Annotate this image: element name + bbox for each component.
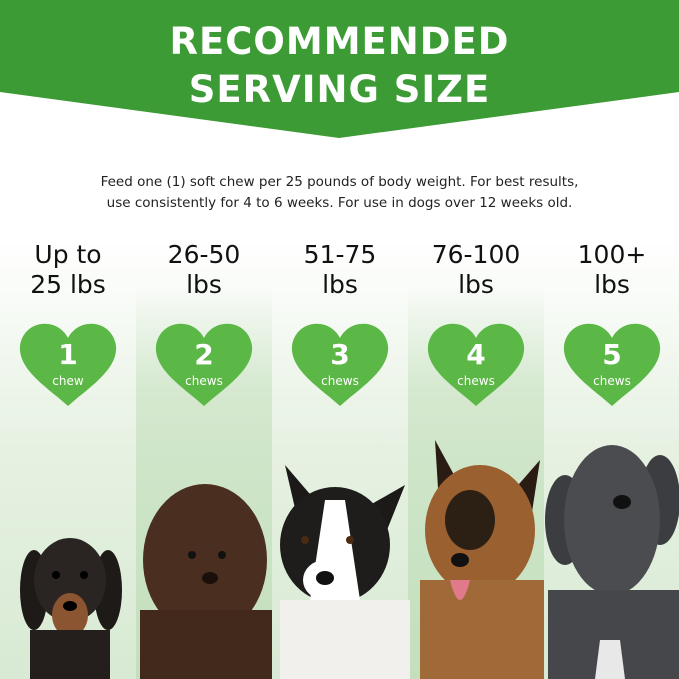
weight-line-1: 100+ xyxy=(577,240,647,269)
heart-badge-4: 4 chews xyxy=(426,322,526,408)
weight-line-2: lbs xyxy=(594,270,630,299)
header-banner xyxy=(0,0,679,138)
weight-range-2: 26-50 lbs xyxy=(136,240,272,300)
heart-badge-2: 2 chews xyxy=(154,322,254,408)
chew-count: 4 xyxy=(466,338,486,371)
chew-unit: chew xyxy=(52,374,84,388)
chew-unit: chews xyxy=(457,374,495,388)
heart-icon xyxy=(427,323,525,406)
heart-icon xyxy=(155,323,253,406)
chew-count: 3 xyxy=(330,338,350,371)
heart-badge-3: 3 chews xyxy=(290,322,390,408)
description: Feed one (1) soft chew per 25 pounds of … xyxy=(0,172,679,214)
labradoodle-image xyxy=(140,484,272,679)
weight-line-2: lbs xyxy=(322,270,358,299)
chew-count: 2 xyxy=(194,338,214,371)
weight-line-2: lbs xyxy=(186,270,222,299)
heart-badge-1: 1 chew xyxy=(18,322,118,408)
title-line-1: RECOMMENDED xyxy=(169,20,510,63)
description-line-1: Feed one (1) soft chew per 25 pounds of … xyxy=(100,174,579,190)
page-title: RECOMMENDED SERVING SIZE xyxy=(0,18,679,114)
chew-count: 1 xyxy=(58,338,78,371)
weight-range-5: 100+ lbs xyxy=(544,240,679,300)
chew-unit: chews xyxy=(593,374,631,388)
weight-line-2: 25 lbs xyxy=(30,270,106,299)
german-shepherd-image xyxy=(420,440,544,679)
weight-line-1: 26-50 xyxy=(167,240,241,269)
dachshund-image xyxy=(20,538,122,679)
border-collie-image xyxy=(280,465,410,679)
weight-range-4: 76-100 lbs xyxy=(408,240,544,300)
title-line-2: SERVING SIZE xyxy=(188,68,491,111)
dogs-photo-strip xyxy=(20,440,679,679)
weight-line-1: 51-75 xyxy=(303,240,377,269)
weight-line-1: 76-100 xyxy=(431,240,521,269)
weight-range-1: Up to 25 lbs xyxy=(0,240,136,300)
chew-count: 5 xyxy=(602,338,622,371)
heart-icon xyxy=(19,323,117,406)
heart-icon xyxy=(563,323,661,406)
heart-badge-5: 5 chews xyxy=(562,322,662,408)
description-line-2: use consistently for 4 to 6 weeks. For u… xyxy=(106,195,573,211)
weight-line-2: lbs xyxy=(458,270,494,299)
chew-unit: chews xyxy=(185,374,223,388)
weight-line-1: Up to xyxy=(34,240,102,269)
great-dane-image xyxy=(545,445,679,679)
weight-range-3: 51-75 lbs xyxy=(272,240,408,300)
chew-unit: chews xyxy=(321,374,359,388)
heart-icon xyxy=(291,323,389,406)
